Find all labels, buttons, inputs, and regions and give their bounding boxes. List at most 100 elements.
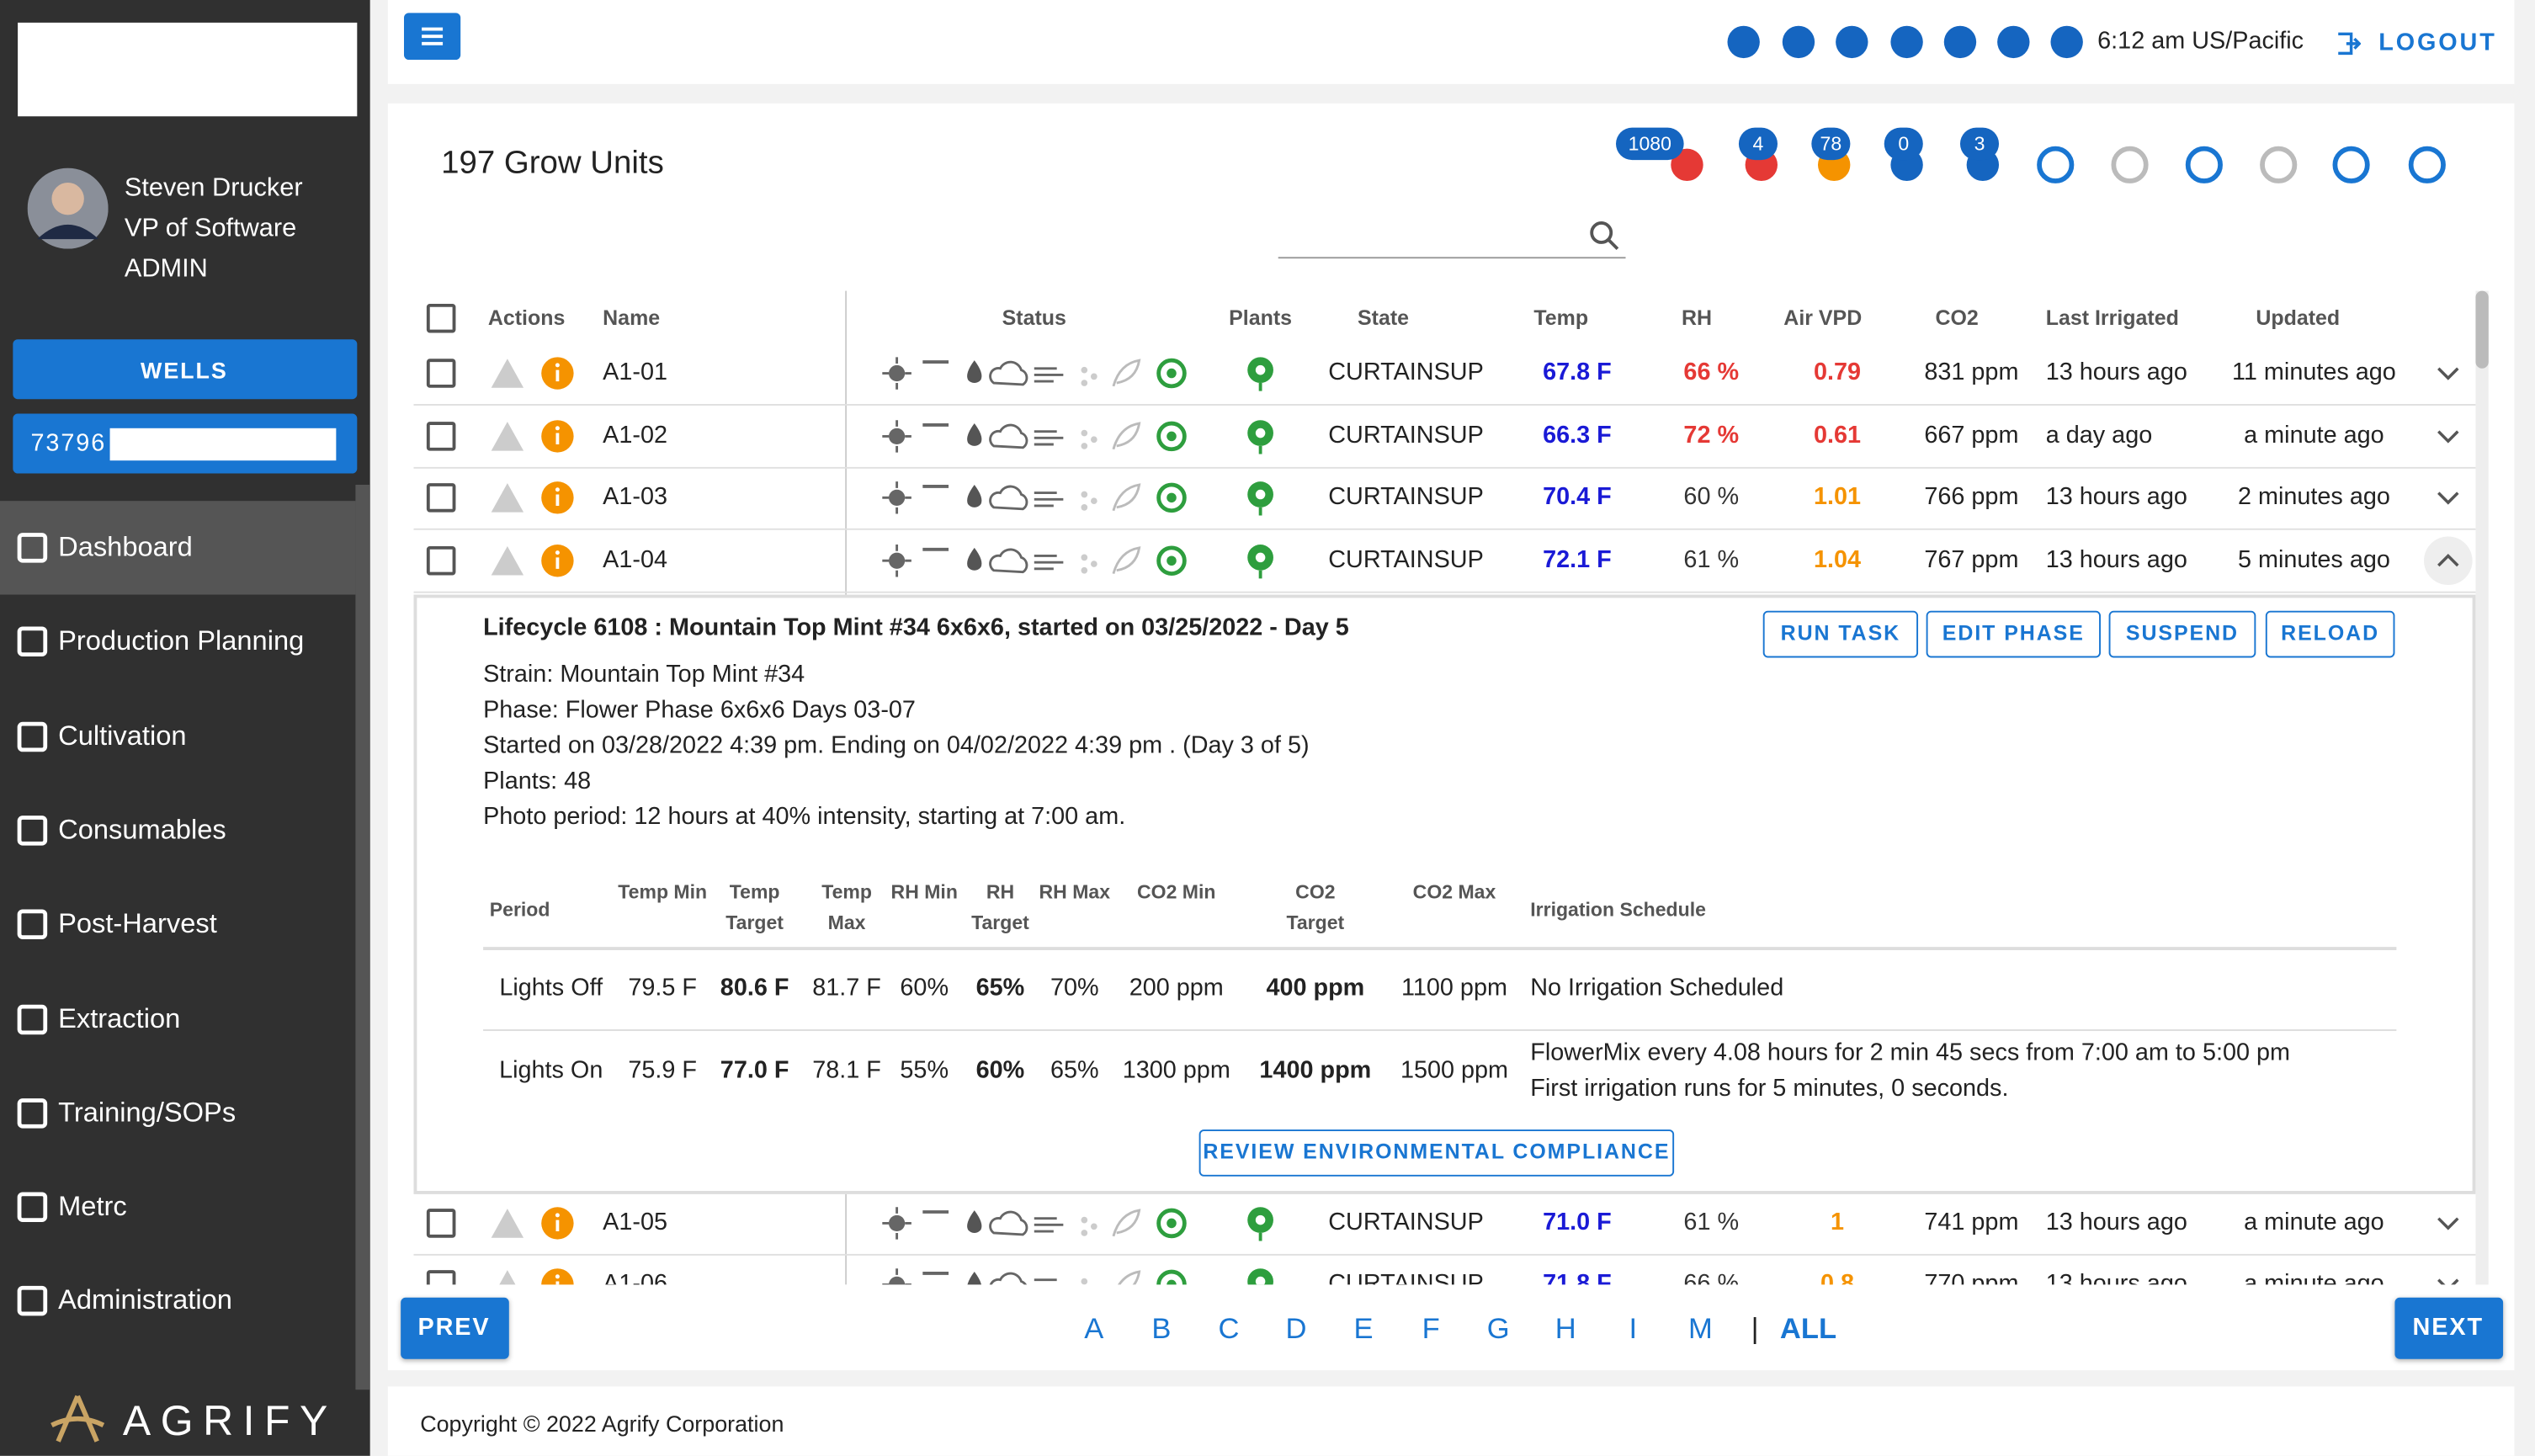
letter-filter[interactable]: H — [1554, 1312, 1576, 1345]
text: Lifecycle 6108 : Mountain Top Mint #34 6… — [483, 614, 1349, 642]
letter-filter[interactable]: B — [1151, 1312, 1172, 1345]
sidebar-scrollbar — [355, 485, 370, 1390]
text: | — [1751, 1312, 1759, 1345]
text: 72.1 F — [1543, 545, 1612, 574]
unit-name[interactable]: A1-03 — [603, 483, 668, 511]
text: CURTAINSUP — [1328, 1209, 1484, 1236]
letter-filter[interactable]: I — [1629, 1312, 1638, 1345]
text: Steven Drucker — [124, 174, 303, 202]
nav-item[interactable]: Post-Harvest — [58, 908, 217, 939]
nav-item[interactable]: Production Planning — [58, 625, 305, 657]
column-header: Air VPD — [1783, 305, 1863, 330]
checkbox[interactable] — [426, 1270, 456, 1285]
text: Photo period: 12 hours at 40% intensity,… — [483, 803, 1126, 831]
checkbox[interactable] — [426, 303, 456, 333]
text: RUN TASK — [1780, 620, 1901, 646]
checkbox[interactable] — [426, 545, 456, 576]
checkbox[interactable] — [426, 483, 456, 513]
nav-item[interactable]: Metrc — [58, 1191, 127, 1222]
unit-name[interactable]: A1-06 — [603, 1270, 668, 1285]
header-icon — [2049, 24, 2085, 60]
text: Lights Off — [499, 974, 603, 1002]
search-icon — [1586, 218, 1622, 253]
text: 1400 ppm — [1259, 1056, 1372, 1085]
icon — [2332, 146, 2370, 183]
icon — [50, 1395, 105, 1443]
text: 60% — [975, 1056, 1025, 1085]
badge — [1811, 127, 1851, 161]
env-header: CO2 Min — [1137, 880, 1216, 904]
plant-icon — [1242, 1265, 1278, 1285]
text: 741 ppm — [1924, 1209, 2019, 1236]
nav-item[interactable]: Training/SOPs — [58, 1097, 236, 1128]
icon — [541, 481, 574, 514]
unit-name[interactable]: A1-05 — [603, 1209, 668, 1236]
text: 0.8 — [1820, 1270, 1855, 1285]
review-button[interactable] — [1198, 1129, 1675, 1177]
unit-name[interactable]: A1-04 — [603, 545, 668, 574]
text: a minute ago — [2244, 1270, 2384, 1285]
text: ADMIN — [124, 255, 208, 283]
checkbox[interactable] — [426, 422, 456, 451]
nav-icon — [16, 532, 48, 564]
row-divider — [413, 1253, 2476, 1256]
letter-filter[interactable]: C — [1218, 1312, 1240, 1345]
all-filter[interactable]: ALL — [1779, 1312, 1837, 1345]
alert-icon — [1667, 146, 1706, 184]
env-header: Period — [489, 898, 550, 922]
text: 60 % — [1683, 483, 1740, 511]
letter-filter[interactable]: M — [1688, 1312, 1713, 1345]
detail-button[interactable] — [1926, 610, 2101, 658]
text: VP of Software — [124, 215, 297, 242]
detail-button[interactable] — [2265, 610, 2395, 658]
wells-button[interactable] — [13, 339, 358, 400]
text: 1.01 — [1813, 483, 1862, 511]
letter-filter[interactable]: A — [1084, 1312, 1104, 1345]
nav-item[interactable]: Extraction — [58, 1002, 181, 1034]
text: WELLS — [141, 357, 228, 384]
nav-icon — [16, 626, 48, 658]
plant-icon — [1242, 417, 1278, 455]
nav-item[interactable]: Consumables — [58, 814, 226, 845]
nav-item[interactable]: Administration — [58, 1285, 232, 1316]
prev-button[interactable] — [401, 1297, 509, 1359]
nav-item[interactable]: Cultivation — [58, 720, 187, 752]
icon — [2185, 146, 2223, 183]
text: 766 ppm — [1924, 483, 2019, 511]
unit-name[interactable]: A1-02 — [603, 422, 668, 449]
icon — [1782, 25, 1815, 59]
icon — [1247, 420, 1273, 454]
column-header: Updated — [2256, 305, 2341, 330]
text: 831 ppm — [1924, 359, 2019, 386]
badge-count: 4 — [1752, 132, 1764, 156]
icon — [491, 1209, 524, 1238]
status-icons — [880, 353, 1204, 392]
status-icons — [880, 1265, 1204, 1285]
detail-button[interactable] — [1762, 610, 1919, 658]
unit-name[interactable]: A1-01 — [603, 359, 668, 386]
text: 71.0 F — [1543, 1209, 1612, 1236]
icon — [2111, 146, 2149, 183]
text: 1300 ppm — [1122, 1056, 1230, 1085]
text: 0.61 — [1813, 422, 1862, 449]
letter-filter[interactable]: G — [1486, 1312, 1510, 1345]
scrollbar-thumb — [2475, 290, 2489, 369]
letter-filter[interactable]: F — [1422, 1312, 1440, 1345]
letter-filter[interactable]: D — [1285, 1312, 1307, 1345]
letter-filter[interactable]: E — [1353, 1312, 1374, 1345]
text: 13 hours ago — [2045, 483, 2187, 511]
next-button[interactable] — [2394, 1297, 2504, 1359]
icon — [17, 1097, 48, 1129]
menu-button[interactable] — [404, 13, 461, 61]
collapse-button[interactable] — [2424, 536, 2473, 586]
detail-button[interactable] — [2108, 610, 2256, 658]
icon — [2437, 1217, 2459, 1230]
nav-item[interactable]: Dashboard — [58, 531, 193, 563]
env-header: RH Min — [890, 880, 958, 904]
logout-button[interactable]: LOGOUT — [2378, 29, 2497, 57]
icon — [2437, 492, 2459, 505]
warning-button — [490, 1267, 525, 1285]
text: FlowerMix every 4.08 hours for 2 min 45 … — [1530, 1039, 2291, 1067]
checkbox[interactable] — [426, 359, 456, 388]
checkbox[interactable] — [426, 1209, 456, 1238]
